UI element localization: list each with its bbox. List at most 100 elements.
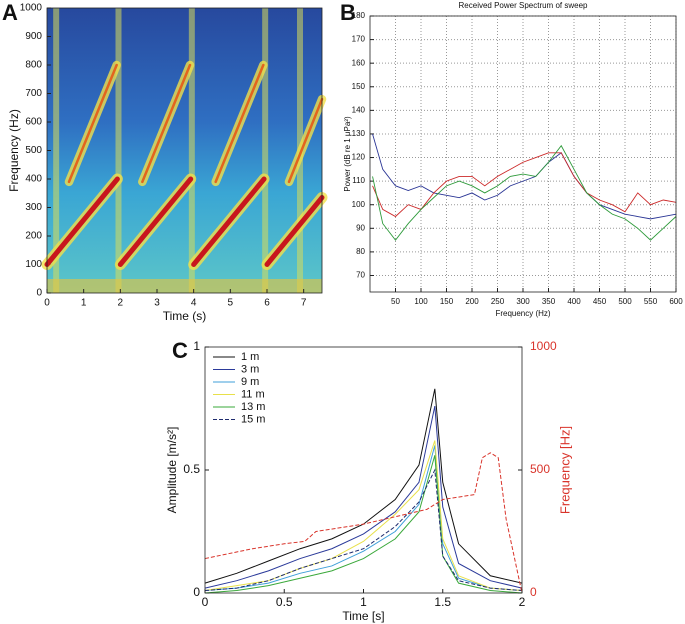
panel-label: C	[172, 338, 188, 363]
legend-label: 1 m	[241, 351, 259, 363]
y-tick-label: 700	[25, 88, 42, 99]
series-line	[372, 144, 677, 241]
x-tick-label: 550	[644, 297, 658, 306]
broadband-streak	[262, 8, 269, 293]
x-axis-label: Time [s]	[342, 609, 384, 623]
y-axis-label: Frequency (Hz)	[7, 109, 21, 192]
panel: A 0 1 2 3 4 5 6 7 0 100 200 300 400 500 600 700 800 900 100…	[2, 0, 328, 323]
y2-axis-label: Frequency [Hz]	[557, 426, 572, 514]
panel-label: A	[2, 0, 18, 25]
y-tick-label: 1000	[20, 3, 43, 14]
series-line	[204, 445, 523, 592]
plot-frame	[369, 15, 677, 293]
series-line	[204, 455, 523, 594]
broadband-streak	[115, 8, 122, 293]
x-tick-label: 1	[360, 595, 367, 609]
legend-label: 9 m	[241, 376, 259, 388]
y-tick-label: 0	[36, 288, 42, 299]
x-tick-label: 2	[118, 298, 124, 309]
legend-label: 11 m	[241, 388, 265, 400]
y-tick-label: 300	[25, 202, 42, 213]
sweep	[264, 195, 325, 267]
broadband-streak	[53, 8, 60, 293]
plot-frame	[204, 346, 523, 594]
x-axis-label: Time (s)	[163, 309, 207, 323]
x-tick-label: 7	[301, 298, 307, 309]
y-tick-label: 170	[352, 35, 366, 44]
x-tick-label: 0	[202, 595, 209, 609]
y-tick-label: 130	[352, 129, 366, 138]
plot-frame	[46, 7, 323, 294]
harmonic	[214, 63, 265, 184]
y-tick-label: 0	[193, 585, 200, 599]
series-line	[204, 405, 523, 589]
plot-area	[205, 347, 522, 593]
x-tick-label: 6	[264, 298, 270, 309]
sweep	[191, 176, 267, 267]
x-tick-label: 600	[669, 297, 683, 306]
x-tick-label: 150	[440, 297, 454, 306]
y-tick-label: 140	[352, 105, 366, 114]
x-tick-label: 4	[191, 298, 197, 309]
x-tick-label: 50	[391, 297, 400, 306]
x-tick-label: 500	[618, 297, 632, 306]
x-tick-label: 2	[519, 595, 526, 609]
y-tick-label: 100	[352, 200, 366, 209]
y-tick-label: 900	[25, 31, 42, 42]
chart-title: Received Power Spectrum of sweep	[459, 1, 589, 10]
series-line	[204, 452, 523, 594]
y-tick-label: 500	[25, 145, 42, 156]
x-tick-label: 250	[491, 297, 505, 306]
y-tick-label: 120	[352, 153, 366, 162]
x-axis-label: Frequency (Hz)	[495, 309, 550, 318]
low-band	[47, 279, 322, 293]
x-tick-label: 200	[465, 297, 479, 306]
y-tick-label: 150	[352, 82, 366, 91]
series-line	[372, 133, 677, 220]
harmonic	[67, 63, 118, 184]
y2-tick-label: 1000	[530, 339, 557, 353]
y-tick-label: 800	[25, 60, 42, 71]
y-tick-label: 160	[352, 58, 366, 67]
panel-label: B	[340, 0, 356, 25]
x-tick-label: 5	[228, 298, 234, 309]
y-tick-label: 400	[25, 174, 42, 185]
sweep	[117, 176, 194, 267]
y-tick-label: 90	[356, 223, 365, 232]
x-tick-label: 3	[154, 298, 160, 309]
x-tick-label: 1	[81, 298, 87, 309]
y-axis-label: Power (dB re 1 μPa²)	[343, 116, 352, 192]
x-tick-label: 350	[542, 297, 556, 306]
series-line	[204, 388, 523, 584]
x-tick-label: 400	[567, 297, 581, 306]
x-tick-label: 0	[44, 298, 50, 309]
harmonic	[141, 63, 192, 184]
x-tick-label: 450	[593, 297, 607, 306]
series-line	[204, 440, 523, 592]
x-tick-label: 0.5	[276, 595, 293, 609]
harmonic	[287, 97, 324, 184]
y-tick-label: 110	[352, 176, 365, 185]
y-tick-label: 70	[356, 271, 365, 280]
panel: B Received Power Spectrum of sweep 50 100 15…	[340, 0, 683, 318]
y-tick-label: 1	[193, 339, 200, 353]
x-tick-label: 100	[414, 297, 428, 306]
y2-tick-label: 0	[530, 585, 537, 599]
legend-label: 15 m	[241, 413, 265, 425]
y-tick-label: 100	[25, 259, 42, 270]
legend-label: 13 m	[241, 401, 265, 413]
y-axis-label: Amplitude [m/s²]	[165, 427, 179, 514]
y-tick-label: 0.5	[183, 462, 200, 476]
x-tick-label: 300	[516, 297, 530, 306]
broadband-streak	[188, 8, 195, 293]
y2-tick-label: 500	[530, 462, 550, 476]
y-tick-label: 200	[25, 231, 42, 242]
y-tick-label: 600	[25, 117, 42, 128]
legend-label: 3 m	[241, 363, 259, 375]
y-tick-label: 180	[352, 11, 366, 20]
y-tick-label: 80	[356, 247, 365, 256]
x-tick-label: 1.5	[434, 595, 451, 609]
